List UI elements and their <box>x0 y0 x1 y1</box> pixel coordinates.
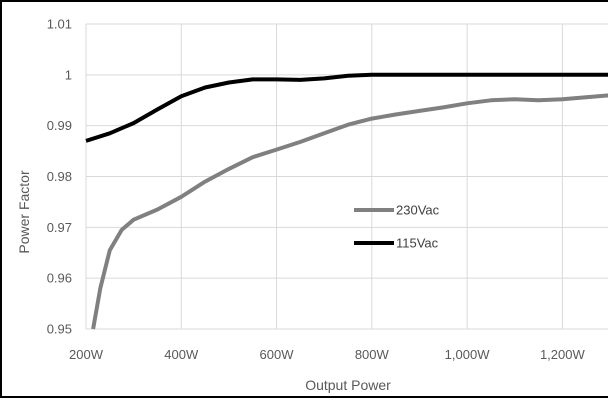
x-tick-label: 200W <box>69 347 104 362</box>
x-tick-label: 800W <box>355 347 390 362</box>
x-tick-label: 400W <box>164 347 199 362</box>
y-axis-title: Power Factor <box>16 170 32 254</box>
legend-label-115vac: 115Vac <box>396 236 439 251</box>
y-tick-label: 0.98 <box>47 169 72 184</box>
grid-layer <box>85 23 608 330</box>
legend: 230Vac 115Vac <box>354 203 440 251</box>
legend-label-230vac: 230Vac <box>396 203 440 218</box>
x-tick-label: 1,000W <box>445 347 491 362</box>
y-tick-label: 0.96 <box>47 271 72 286</box>
axis-layer: 0.95 0.96 0.97 0.98 0.99 1 1.01 200W 400W 600W 800… <box>47 17 586 363</box>
y-tick-label: 1.01 <box>47 17 72 32</box>
y-tick-label: 0.99 <box>47 118 72 133</box>
series-line-115vac <box>85 72 608 143</box>
x-axis-title: Output Power <box>305 377 391 393</box>
y-tick-label: 0.97 <box>47 220 72 235</box>
x-tick-label: 1,200W <box>540 347 586 362</box>
series-line-230vac <box>91 93 608 330</box>
x-tick-label: 600W <box>260 347 295 362</box>
y-tick-label: 0.95 <box>47 322 72 337</box>
y-tick-label: 1 <box>65 67 72 82</box>
series-layer <box>85 72 608 330</box>
